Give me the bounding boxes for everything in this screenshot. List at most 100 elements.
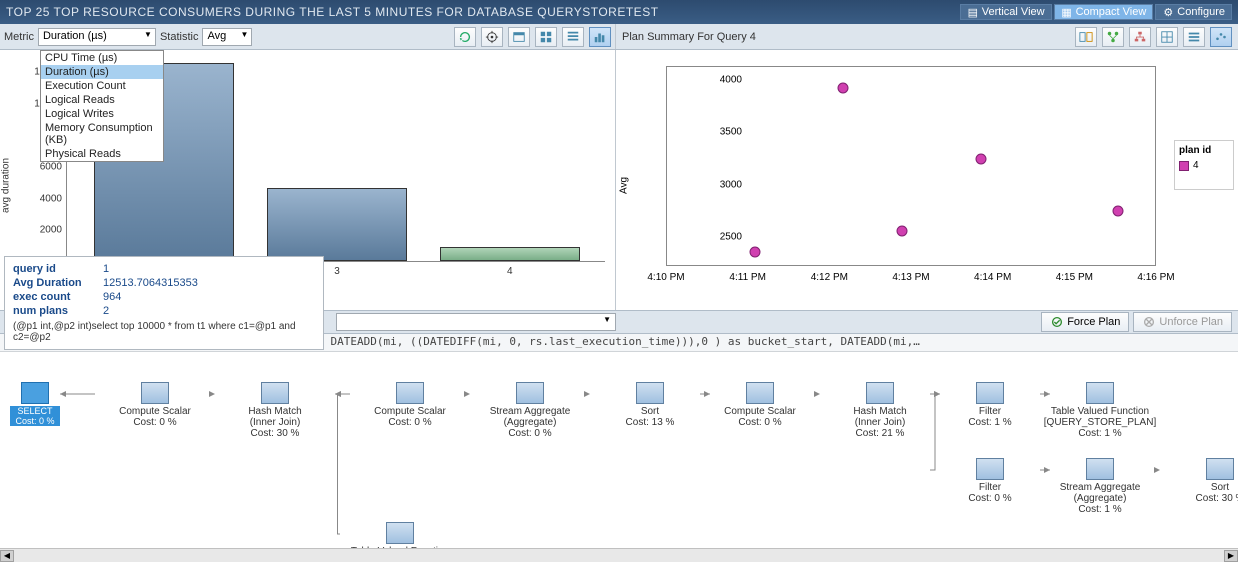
- tooltip-val: 1: [103, 263, 109, 275]
- view-query-button[interactable]: [508, 27, 530, 47]
- plan-node-labels: Hash Match(Inner Join)Cost: 21 %: [820, 406, 940, 439]
- metric-select-value: Duration (µs): [43, 30, 107, 42]
- metric-option[interactable]: CPU Time (µs): [41, 51, 163, 65]
- plan-node-sort1[interactable]: SortCost: 13 %: [590, 382, 710, 428]
- legend-item: 4: [1179, 160, 1229, 171]
- horizontal-scrollbar[interactable]: ◀ ▶: [0, 548, 1238, 562]
- toolbar-left: Metric Duration (µs)▼ Statistic Avg▼: [0, 24, 616, 49]
- plan-grid-button[interactable]: [1156, 27, 1178, 47]
- plan-node-tvf1[interactable]: Table Valued Function[QUERY_STORE_PLAN]C…: [1040, 382, 1160, 439]
- bar-3[interactable]: [267, 188, 407, 261]
- plan-compare-button[interactable]: [1075, 27, 1097, 47]
- scatter-point[interactable]: [975, 153, 986, 164]
- operator-icon: [1086, 382, 1114, 404]
- scatter-point[interactable]: [750, 247, 761, 258]
- metric-option[interactable]: Duration (µs): [41, 65, 163, 79]
- unforce-plan-button[interactable]: Unforce Plan: [1133, 312, 1232, 332]
- configure-label: Configure: [1177, 6, 1225, 18]
- scatter-point[interactable]: [897, 226, 908, 237]
- tooltip-row: num plans2: [13, 305, 315, 317]
- plan-list-button[interactable]: [1183, 27, 1205, 47]
- metric-label: Metric: [4, 31, 34, 43]
- plan-node-labels: Stream Aggregate(Aggregate)Cost: 0 %: [470, 406, 590, 439]
- bar-y-tick: 2000: [40, 225, 62, 236]
- force-plan-icon: [1050, 315, 1064, 329]
- scatter-x-tick: 4:11 PM: [729, 272, 766, 283]
- chart-view-button[interactable]: [589, 27, 611, 47]
- plan-view1-button[interactable]: [1102, 27, 1124, 47]
- scatter-y-label: Avg: [619, 177, 630, 194]
- plan-node-labels: Hash Match(Inner Join)Cost: 30 %: [215, 406, 335, 439]
- plan-node-labels: Compute ScalarCost: 0 %: [350, 406, 470, 428]
- plan-node-sa2[interactable]: Stream Aggregate(Aggregate)Cost: 1 %: [1040, 458, 1160, 515]
- tooltip-val: 12513.7064315353: [103, 277, 198, 289]
- track-query-button[interactable]: [481, 27, 503, 47]
- plan-node-select[interactable]: SELECTCost: 0 %: [10, 382, 60, 426]
- plan-node-flt2[interactable]: FilterCost: 0 %: [930, 458, 1050, 504]
- plan-node-flt1[interactable]: FilterCost: 1 %: [930, 382, 1050, 428]
- view-buttons: ▤Vertical View ▦Compact View ⚙Configure: [960, 4, 1232, 20]
- operator-icon: [396, 382, 424, 404]
- configure-button[interactable]: ⚙Configure: [1155, 4, 1232, 20]
- operator-icon: [976, 458, 1004, 480]
- compact-view-button[interactable]: ▦Compact View: [1054, 4, 1154, 20]
- operator-icon: [1086, 458, 1114, 480]
- metric-dropdown[interactable]: CPU Time (µs)Duration (µs)Execution Coun…: [40, 50, 164, 162]
- plan-node-cs1[interactable]: Compute ScalarCost: 0 %: [95, 382, 215, 428]
- plan-view2-button[interactable]: [1129, 27, 1151, 47]
- main-panels: avg duration 20004000600080001000012000 …: [0, 50, 1238, 310]
- scatter-point[interactable]: [838, 83, 849, 94]
- plan-node-cs2[interactable]: Compute ScalarCost: 0 %: [350, 382, 470, 428]
- scatter-x-tick: 4:14 PM: [974, 272, 1011, 283]
- scroll-left-button[interactable]: ◀: [0, 550, 14, 562]
- chevron-down-icon: ▼: [241, 30, 249, 39]
- bar-4[interactable]: [440, 247, 580, 261]
- query-plan-area[interactable]: SELECTCost: 0 %Compute ScalarCost: 0 %Ha…: [0, 352, 1238, 548]
- plan-node-cs3[interactable]: Compute ScalarCost: 0 %: [700, 382, 820, 428]
- statistic-select-value: Avg: [207, 30, 226, 42]
- grid-view-button[interactable]: [562, 27, 584, 47]
- window-icon: [512, 30, 526, 44]
- scatter-chart: Avg 2500300035004000 4:10 PM4:11 PM4:12 …: [616, 50, 1238, 310]
- metric-option[interactable]: Logical Reads: [41, 93, 163, 107]
- select-icon: [21, 382, 49, 404]
- plan-node-tvf2[interactable]: Table Valued Function[QUERY_STORE_PLAN]C…: [340, 522, 460, 548]
- tooltip-key: num plans: [13, 305, 93, 317]
- target-icon: [485, 30, 499, 44]
- tooltip-val: 964: [103, 291, 121, 303]
- metric-option[interactable]: Memory Consumption (KB): [41, 121, 163, 147]
- plan-node-hm1[interactable]: Hash Match(Inner Join)Cost: 30 %: [215, 382, 335, 439]
- plan-node-hm2[interactable]: Hash Match(Inner Join)Cost: 21 %: [820, 382, 940, 439]
- unforce-plan-label: Unforce Plan: [1159, 316, 1223, 328]
- tooltip-row: Avg Duration12513.7064315353: [13, 277, 315, 289]
- refresh-button[interactable]: [454, 27, 476, 47]
- plan-node-sort2[interactable]: SortCost: 30 %: [1160, 458, 1238, 504]
- scatter-y-tick: 3000: [720, 179, 742, 190]
- bar-tooltip: query id1Avg Duration12513.7064315353exe…: [4, 256, 324, 350]
- statistic-select[interactable]: Avg ▼: [202, 28, 252, 46]
- scroll-right-button[interactable]: ▶: [1224, 550, 1238, 562]
- vertical-view-icon: ▤: [967, 6, 979, 18]
- metric-option[interactable]: Logical Writes: [41, 107, 163, 121]
- operator-icon: [141, 382, 169, 404]
- metric-option[interactable]: Physical Reads: [41, 147, 163, 161]
- plan-node-labels: Compute ScalarCost: 0 %: [700, 406, 820, 428]
- plan-node-sa1[interactable]: Stream Aggregate(Aggregate)Cost: 0 %: [470, 382, 590, 439]
- chevron-down-icon: ▼: [144, 30, 152, 39]
- bar-chart-icon: [593, 30, 607, 44]
- legend-item-label: 4: [1193, 160, 1199, 171]
- plan-chart-button[interactable]: [1210, 27, 1232, 47]
- compare-icon: [1079, 30, 1093, 44]
- vertical-view-button[interactable]: ▤Vertical View: [960, 4, 1052, 20]
- list2-icon: [1187, 30, 1201, 44]
- plan-node-labels: Stream Aggregate(Aggregate)Cost: 1 %: [1040, 482, 1160, 515]
- force-plan-button[interactable]: Force Plan: [1041, 312, 1129, 332]
- metric-select[interactable]: Duration (µs) ▼: [38, 28, 156, 46]
- plan-summary-label: Plan Summary For Query 4: [622, 31, 756, 43]
- scatter-point[interactable]: [1112, 206, 1123, 217]
- scatter-icon: [1214, 30, 1228, 44]
- query-select[interactable]: ▼: [336, 313, 616, 331]
- plan-node-labels: FilterCost: 1 %: [930, 406, 1050, 428]
- metric-option[interactable]: Execution Count: [41, 79, 163, 93]
- detail-grid-button[interactable]: [535, 27, 557, 47]
